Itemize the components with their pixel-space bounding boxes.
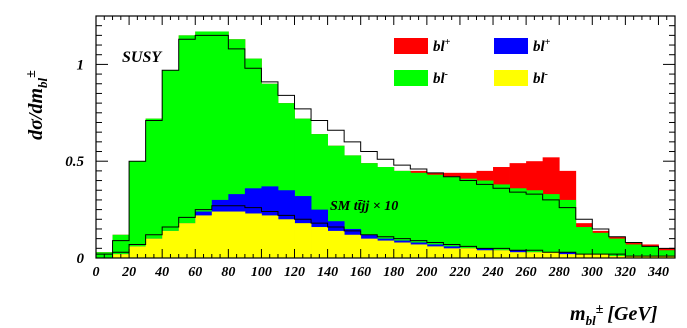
bar-green-6 (195, 31, 213, 258)
bar-green-22 (459, 178, 477, 258)
x-tick-label-0: 0 (93, 265, 100, 280)
y-axis-label-sub: bl (35, 77, 50, 88)
bar-yellow-19 (410, 244, 428, 258)
legend-label-1: bl+ (533, 37, 551, 55)
bar-green-25 (509, 188, 527, 258)
svg-text:mbl±[GeV]: mbl± [GeV] (570, 302, 658, 328)
bar-yellow-2 (129, 246, 147, 258)
legend-swatch-2 (394, 70, 428, 86)
annotation-sm: SM tt̄jj × 10 (330, 199, 398, 214)
bar-green-23 (476, 180, 494, 258)
bar-green-21 (443, 176, 461, 258)
bar-yellow-7 (211, 211, 229, 258)
bar-yellow-8 (228, 211, 246, 258)
bar-green-18 (393, 170, 411, 258)
bar-green-33 (641, 246, 659, 258)
bar-yellow-3 (145, 238, 163, 258)
bar-green-30 (592, 232, 610, 258)
bar-green-20 (426, 174, 444, 258)
bar-green-31 (608, 238, 626, 258)
legend-swatch-3 (494, 70, 528, 86)
bar-green-5 (178, 35, 196, 258)
bar-yellow-22 (459, 248, 477, 258)
x-tick-label-60: 60 (188, 265, 202, 280)
x-tick-label-100: 100 (251, 265, 272, 280)
bar-green-29 (575, 227, 593, 258)
sm-outlines (96, 34, 675, 259)
bar-yellow-6 (195, 215, 213, 258)
x-tick-label-40: 40 (154, 265, 169, 280)
bar-green-26 (526, 190, 544, 258)
bar-yellow-10 (261, 215, 279, 258)
plot-frame (95, 15, 676, 259)
bar-yellow-16 (360, 238, 378, 258)
histogram-fills (96, 31, 676, 259)
x-tick-label-120: 120 (284, 265, 305, 280)
bar-yellow-12 (294, 223, 312, 258)
bar-yellow-11 (277, 219, 295, 258)
y-axis-label-main: dσ/dm (25, 88, 47, 140)
x-axis-label: mbl± [GeV] (570, 302, 658, 328)
legend-swatch-1 (494, 38, 528, 54)
legend: bl+ bl+ bl-bl- (394, 37, 551, 87)
legend-label-2: bl- (433, 69, 448, 87)
x-tick-label-220: 220 (448, 265, 470, 280)
svg-text:dσ/dmbl±: dσ/dmbl± (24, 70, 50, 140)
x-axis-label-sub: bl (586, 313, 597, 328)
x-tick-label-200: 200 (415, 265, 437, 280)
x-tick-label-340: 340 (647, 265, 669, 280)
y-tick-label-0: 0 (77, 251, 85, 267)
x-tick-label-240: 240 (482, 265, 504, 280)
bar-yellow-17 (377, 240, 395, 258)
x-tick-label-20: 20 (121, 265, 136, 280)
x-tick-label-80: 80 (221, 265, 235, 280)
bar-green-3 (145, 118, 163, 258)
bar-green-4 (162, 70, 180, 258)
bar-yellow-20 (426, 246, 444, 258)
sm-step-outline-upper (96, 34, 675, 255)
sm-step-outline-lower (96, 205, 675, 259)
x-tick-label-320: 320 (614, 265, 636, 280)
y-axis-label: dσ/dmbl± (24, 70, 50, 140)
y-tick-label-1: 0.5 (65, 154, 84, 170)
x-tick-label-180: 180 (383, 265, 404, 280)
legend-label-3: bl- (533, 69, 548, 87)
y-axis-label-sup: ± (24, 70, 39, 78)
y-tick-label-2: 1 (77, 57, 85, 73)
bar-green-32 (625, 244, 643, 258)
bar-yellow-14 (327, 230, 345, 258)
bar-green-28 (559, 199, 577, 258)
legend-label-0: bl+ (433, 37, 451, 55)
annotation-susy: SUSY (122, 49, 162, 66)
x-axis-label-unit: [GeV] (607, 303, 657, 325)
bar-yellow-5 (178, 223, 196, 258)
bar-yellow-18 (393, 242, 411, 258)
bar-yellow-13 (311, 227, 328, 258)
bar-green-19 (410, 172, 428, 258)
bar-yellow-15 (344, 234, 362, 258)
x-tick-label-160: 160 (350, 265, 371, 280)
x-axis-label-sup: ± (596, 302, 604, 317)
bar-green-27 (542, 194, 560, 258)
tick-labels: 0 20 40 60 80 100 120 140 160 180 200 220 240 260 280 3… (65, 57, 669, 280)
bar-yellow-9 (244, 213, 262, 258)
bar-yellow-21 (443, 248, 461, 258)
x-tick-label-140: 140 (317, 265, 338, 280)
bar-green-17 (377, 167, 395, 258)
bar-yellow-4 (162, 230, 180, 258)
x-axis-label-main: m (570, 303, 586, 325)
bar-green-24 (493, 184, 510, 258)
legend-swatch-0 (394, 38, 428, 54)
x-tick-label-280: 280 (548, 265, 570, 280)
axis-ticks (95, 15, 676, 259)
x-tick-label-260: 260 (515, 265, 537, 280)
bar-green-2 (129, 161, 147, 258)
x-tick-label-300: 300 (581, 265, 603, 280)
